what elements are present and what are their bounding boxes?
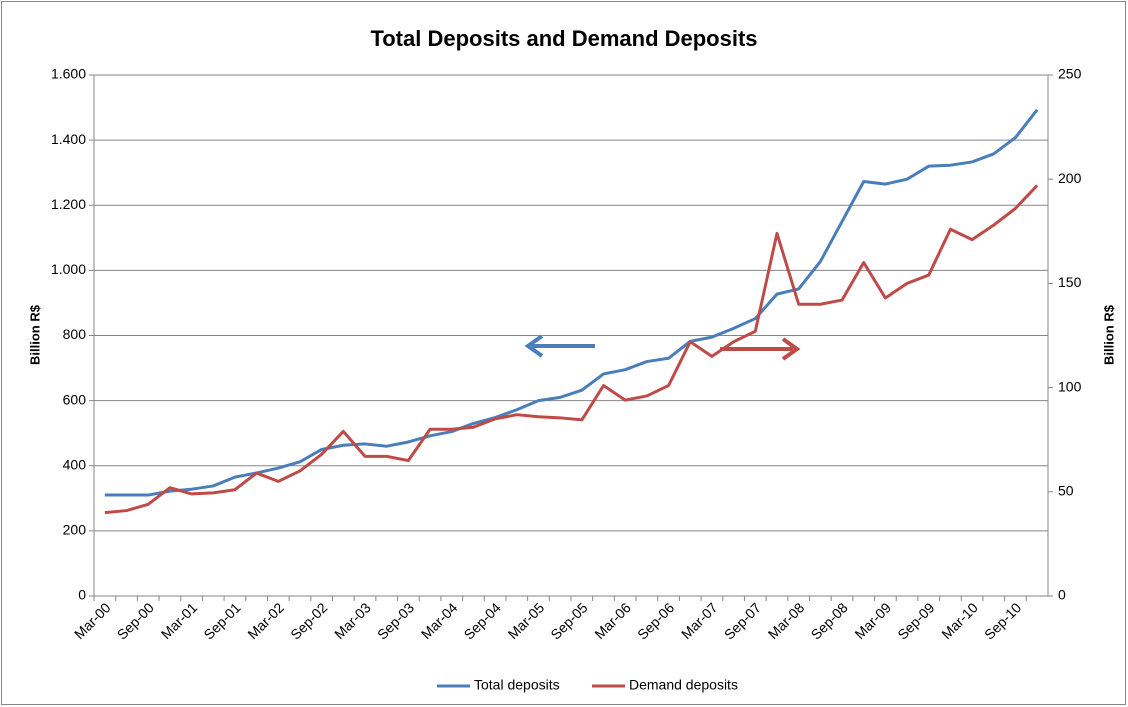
y-tick-label: 600 (63, 391, 87, 407)
y2-tick-label: 0 (1058, 587, 1066, 603)
y-axis-label: Billion R$ (27, 304, 42, 365)
series-line (104, 184, 1039, 515)
y-tick-label: 1.200 (51, 196, 86, 212)
y-tick-label: 1.000 (51, 261, 86, 277)
legend-label: Demand deposits (629, 677, 738, 693)
right-arrow (720, 337, 801, 361)
y-tick-label: 200 (63, 522, 87, 538)
legend-label: Total deposits (474, 677, 560, 693)
series-line (104, 108, 1039, 497)
y-tick-label: 400 (63, 456, 87, 472)
y2-tick-label: 100 (1058, 378, 1082, 394)
y-tick-label: 1.400 (51, 131, 86, 147)
chart-title: Total Deposits and Demand Deposits (370, 26, 757, 51)
y2-tick-label: 150 (1058, 274, 1082, 290)
y-tick-label: 1.600 (51, 66, 86, 82)
y2-tick-label: 250 (1058, 66, 1082, 82)
y-tick-label: 800 (63, 326, 87, 342)
y2-tick-label: 50 (1058, 483, 1074, 499)
y2-axis-label: Billion R$ (1101, 304, 1116, 365)
left-arrow (524, 334, 595, 358)
y2-tick-label: 200 (1058, 170, 1082, 186)
y-tick-label: 0 (78, 587, 86, 603)
